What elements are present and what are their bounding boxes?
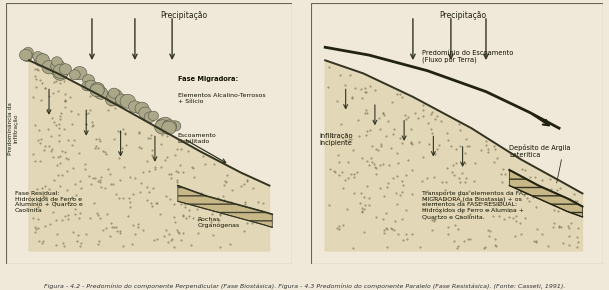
Circle shape <box>72 66 87 80</box>
Circle shape <box>120 94 135 108</box>
Text: Escoamento
Debilitado: Escoamento Debilitado <box>178 133 217 144</box>
Circle shape <box>169 121 181 131</box>
Circle shape <box>139 107 152 119</box>
Circle shape <box>74 70 84 79</box>
Circle shape <box>19 49 32 61</box>
Circle shape <box>69 70 80 80</box>
Circle shape <box>115 95 128 106</box>
Circle shape <box>90 84 104 97</box>
Circle shape <box>116 94 128 105</box>
Circle shape <box>107 89 122 103</box>
Circle shape <box>21 52 32 61</box>
Text: Infiltração
Incipiente: Infiltração Incipiente <box>319 133 353 146</box>
Polygon shape <box>178 186 272 227</box>
Circle shape <box>90 82 105 95</box>
Circle shape <box>156 118 169 130</box>
Circle shape <box>161 121 176 135</box>
Circle shape <box>36 54 49 66</box>
Circle shape <box>59 64 71 75</box>
Circle shape <box>52 66 68 80</box>
Circle shape <box>23 47 33 57</box>
Text: Elementos Alcalino-Terrosos
+ Sílicio: Elementos Alcalino-Terrosos + Sílicio <box>178 93 266 104</box>
Text: Figura - 4.2 - Predomínio do componente Perpendicular (Fase Biostásica). Figura : Figura - 4.2 - Predomínio do componente … <box>44 283 565 289</box>
Circle shape <box>51 60 65 73</box>
Text: Predomínio do Escoamento
(Fluxo por Terra): Predomínio do Escoamento (Fluxo por Terr… <box>421 50 513 64</box>
Circle shape <box>132 102 144 113</box>
Circle shape <box>85 80 97 91</box>
Circle shape <box>128 101 141 113</box>
Polygon shape <box>29 60 269 251</box>
Circle shape <box>144 112 156 122</box>
Text: Fase Residual:
Hidróxidos de Ferro e
Alumínio + Quartzo e
Caolinita: Fase Residual: Hidróxidos de Ferro e Alu… <box>15 191 82 213</box>
Text: Precipitação: Precipitação <box>439 11 486 20</box>
Circle shape <box>105 94 119 106</box>
Polygon shape <box>509 170 582 217</box>
Circle shape <box>148 111 158 121</box>
Circle shape <box>158 117 173 131</box>
Circle shape <box>52 57 62 67</box>
Circle shape <box>94 87 108 99</box>
Text: Fase Migradora:: Fase Migradora: <box>178 76 238 82</box>
Circle shape <box>82 81 92 91</box>
Circle shape <box>83 75 94 86</box>
Circle shape <box>155 120 171 134</box>
Circle shape <box>53 64 69 79</box>
Circle shape <box>163 120 177 133</box>
Circle shape <box>33 52 43 61</box>
Circle shape <box>135 102 149 115</box>
Circle shape <box>108 88 119 98</box>
Polygon shape <box>325 60 582 251</box>
Text: Depósito de Argila
Lateritica: Depósito de Argila Lateritica <box>509 144 571 158</box>
Circle shape <box>34 53 49 66</box>
Text: Transporte dos elementos da FASE
MIGRADORA (da Biostasia) + os
elementos da FASE: Transporte dos elementos da FASE MIGRADO… <box>421 191 530 219</box>
Text: Predominância da
Infiltração: Predominância da Infiltração <box>8 102 19 155</box>
Text: Precipitação: Precipitação <box>160 11 207 20</box>
Text: Rochas
Organógenas: Rochas Organógenas <box>198 217 240 228</box>
Circle shape <box>42 60 57 74</box>
